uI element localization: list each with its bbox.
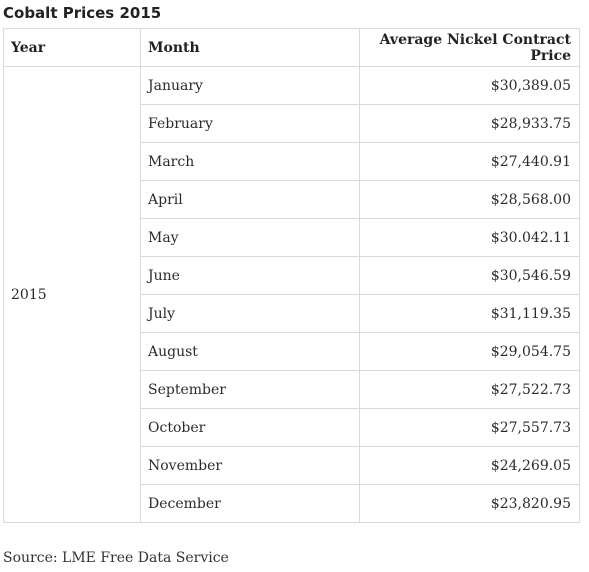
prices-table: Year Month Average Nickel Contract Price… (3, 28, 580, 523)
column-header-year: Year (3, 28, 141, 67)
month-cell: November (140, 446, 360, 485)
price-cell: $30,389.05 (359, 66, 580, 105)
column-header-price: Average Nickel Contract Price (359, 28, 580, 67)
year-cell: 2015 (3, 66, 141, 523)
price-cell: $27,522.73 (359, 370, 580, 409)
table-body: 2015 January $30,389.05 February $28,933… (3, 66, 580, 523)
month-cell: May (140, 218, 360, 257)
table-row: June $30,546.59 (4, 256, 580, 295)
price-cell: $30,546.59 (359, 256, 580, 295)
month-cell: June (140, 256, 360, 295)
month-cell: February (140, 104, 360, 143)
month-cell: December (140, 484, 360, 523)
month-cell: January (140, 66, 360, 105)
table-row: May $30.042.11 (4, 218, 580, 257)
month-cell: August (140, 332, 360, 371)
table-row: July $31,119.35 (4, 294, 580, 333)
table-row: October $27,557.73 (4, 408, 580, 447)
table-row: 2015 January $30,389.05 (3, 66, 580, 523)
table-row: September $27,522.73 (4, 370, 580, 409)
price-cell: $24,269.05 (359, 446, 580, 485)
table-row: November $24,269.05 (4, 446, 580, 485)
table-row: August $29,054.75 (4, 332, 580, 371)
price-cell: $27,557.73 (359, 408, 580, 447)
table-row: December $23,820.95 (4, 484, 580, 523)
price-cell: $30.042.11 (359, 218, 580, 257)
price-cell: $28,933.75 (359, 104, 580, 143)
column-header-month: Month (140, 28, 360, 67)
month-cell: March (140, 142, 360, 181)
table-row: March $27,440.91 (4, 142, 580, 181)
price-cell: $23,820.95 (359, 484, 580, 523)
price-cell: $28,568.00 (359, 180, 580, 219)
month-cell: October (140, 408, 360, 447)
price-cell: $27,440.91 (359, 142, 580, 181)
page-title: Cobalt Prices 2015 (3, 4, 162, 22)
table-row: April $28,568.00 (4, 180, 580, 219)
month-cell: July (140, 294, 360, 333)
source-note: Source: LME Free Data Service (3, 550, 229, 566)
month-cell: September (140, 370, 360, 409)
table-header-row: Year Month Average Nickel Contract Price (3, 28, 580, 67)
month-cell: April (140, 180, 360, 219)
price-cell: $31,119.35 (359, 294, 580, 333)
price-cell: $29,054.75 (359, 332, 580, 371)
table-row: February $28,933.75 (4, 104, 580, 143)
